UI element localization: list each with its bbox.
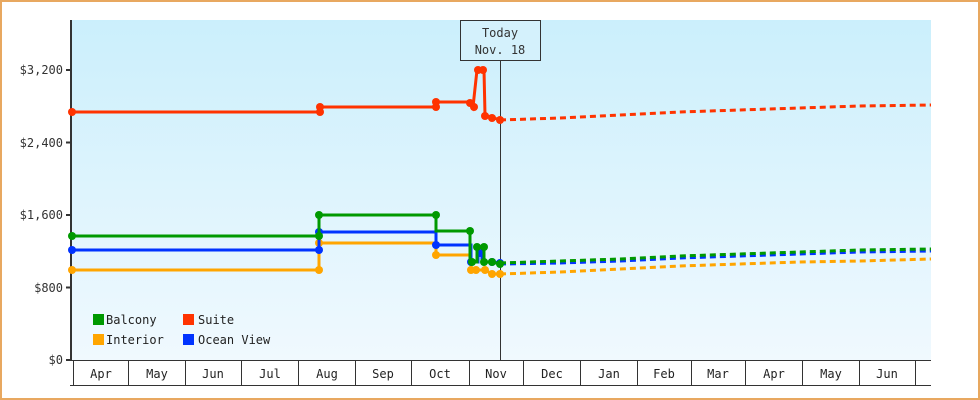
interior-swatch-icon xyxy=(93,334,104,345)
y-ticks: $0 $800 $1,600 $2,400 $3,200 xyxy=(20,63,71,367)
x-month-label: Sep xyxy=(372,367,394,381)
legend-label: Suite xyxy=(198,313,234,327)
x-month-label: Dec xyxy=(541,367,563,381)
legend-label: Interior xyxy=(106,333,164,347)
y-tick-label: $3,200 xyxy=(20,63,63,77)
y-tick-label: $0 xyxy=(49,353,63,367)
x-month-label: Feb xyxy=(653,367,675,381)
legend-item-interior[interactable]: Interior xyxy=(93,333,164,347)
x-month-label: Jun xyxy=(876,367,898,381)
ocean-view-swatch-icon xyxy=(183,334,194,345)
series-suite xyxy=(68,66,932,124)
x-month-label: Jan xyxy=(598,367,620,381)
y-tick-label: $800 xyxy=(34,281,63,295)
x-month-label: May xyxy=(146,367,168,381)
y-tick-label: $1,600 xyxy=(20,208,63,222)
x-month-label: Apr xyxy=(90,367,112,381)
legend-label: Ocean View xyxy=(198,333,271,347)
x-month-label: Mar xyxy=(707,367,729,381)
legend-label: Balcony xyxy=(106,313,157,327)
balcony-swatch-icon xyxy=(93,314,104,325)
legend-item-ocean-view[interactable]: Ocean View xyxy=(183,333,271,347)
legend-item-suite[interactable]: Suite xyxy=(183,313,234,327)
today-date: Nov. 18 xyxy=(475,43,526,57)
x-month-label: Aug xyxy=(316,367,338,381)
x-axis: Apr May Jun Jul Aug Sep Oct Nov Dec Jan … xyxy=(70,360,931,386)
x-month-label: Jul xyxy=(259,367,281,381)
x-month-label: Oct xyxy=(429,367,451,381)
today-label: Today xyxy=(482,26,518,40)
x-month-label: Nov xyxy=(485,367,507,381)
plot-area xyxy=(72,20,931,360)
suite-swatch-icon xyxy=(183,314,194,325)
today-marker: Today Nov. 18 xyxy=(460,20,541,360)
series-balcony xyxy=(68,211,932,268)
x-month-label: May xyxy=(820,367,842,381)
legend-item-balcony[interactable]: Balcony xyxy=(93,313,157,327)
x-month-label: Jun xyxy=(202,367,224,381)
y-tick-label: $2,400 xyxy=(20,136,63,150)
legend: Balcony Suite Interior Ocean View xyxy=(93,313,271,347)
x-month-label: Apr xyxy=(763,367,785,381)
